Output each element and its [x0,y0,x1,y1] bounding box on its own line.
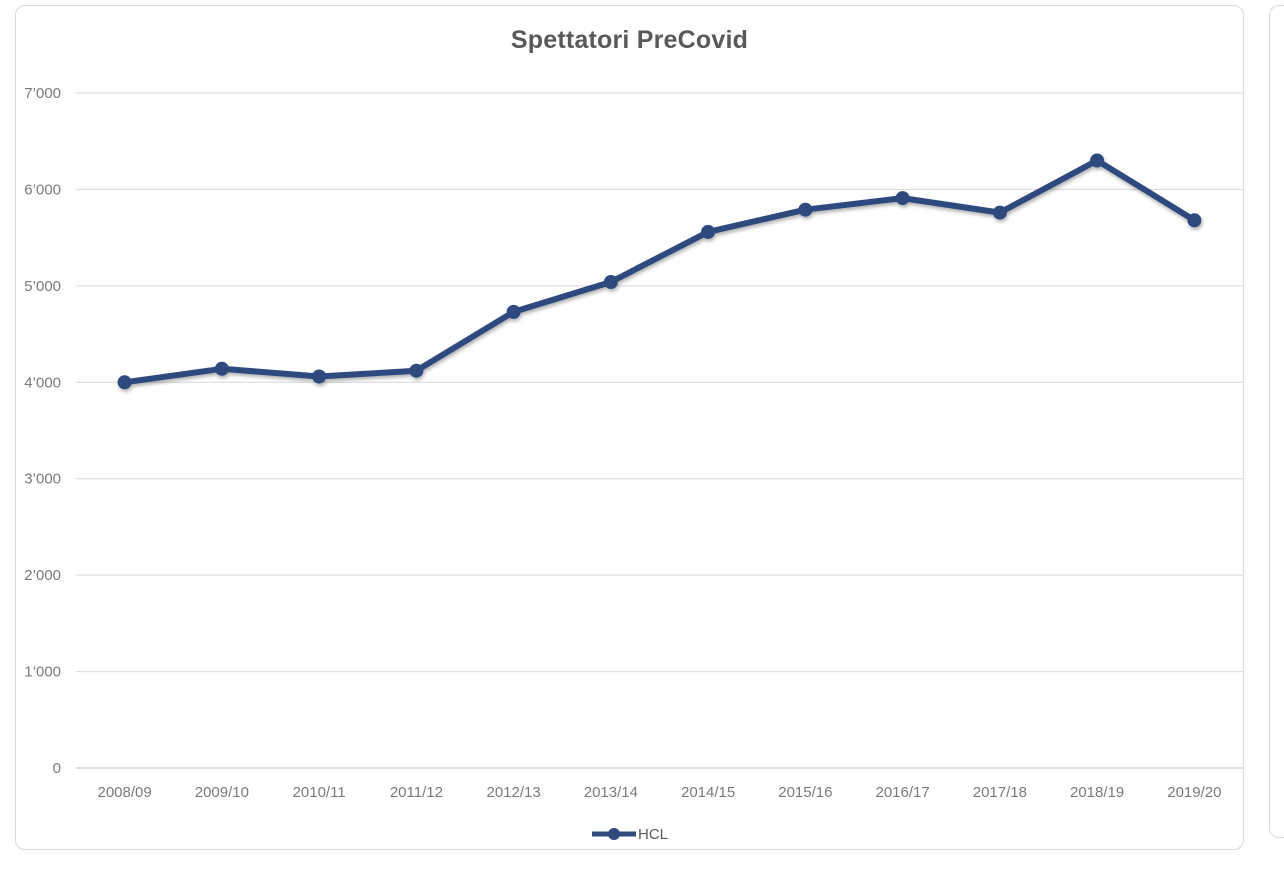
chart-legend: HCL [16,823,1243,845]
x-axis-category-label: 2016/17 [876,784,930,801]
adjacent-chart-card-edge[interactable] [1269,5,1284,838]
x-axis-category-label: 2013/14 [584,784,638,801]
series-group [117,153,1202,390]
y-axis-tick-label: 0 [53,760,61,777]
legend-line-marker-icon [591,828,636,840]
data-point-marker[interactable] [506,304,521,319]
x-axis-category-label: 2014/15 [681,784,735,801]
data-point-marker[interactable] [1090,153,1105,168]
x-axis-category-label: 2019/20 [1167,784,1221,801]
axis-labels-group: 0 1’000 2’000 3’000 4’000 5’000 6’000 7’000 2008… [24,85,1221,801]
data-point-marker[interactable] [701,224,716,239]
x-axis-category-label: 2009/10 [195,784,249,801]
y-axis-tick-label: 4’000 [24,374,61,391]
series-line[interactable] [121,157,1198,386]
data-point-marker[interactable] [1187,213,1202,228]
y-axis-tick-label: 5’000 [24,278,61,295]
x-axis-category-label: 2017/18 [973,784,1027,801]
line-chart-plot: 0 1’000 2’000 3’000 4’000 5’000 6’000 7’000 2008… [24,85,1243,801]
y-axis-tick-label: 7’000 [24,85,61,102]
x-axis-category-label: 2012/13 [487,784,541,801]
x-axis-category-label: 2018/19 [1070,784,1124,801]
x-axis-category-label: 2008/09 [98,784,152,801]
chart-title: Spettatori PreCovid [510,26,749,54]
x-axis-category-label: 2011/12 [390,784,443,801]
data-point-marker[interactable] [409,363,424,378]
y-axis-tick-label: 3’000 [24,471,61,488]
y-axis-tick-label: 1’000 [24,664,61,681]
legend-series-label: HCL [637,825,668,843]
gridlines-group [76,92,1243,769]
data-point-marker[interactable] [214,361,229,376]
x-axis-category-label: 2010/11 [293,784,346,801]
data-point-marker[interactable] [798,202,813,217]
y-axis-tick-label: 2’000 [24,567,61,584]
data-point-marker[interactable] [312,369,327,384]
data-point-marker[interactable] [992,205,1007,220]
chart-card[interactable]: Spettatori PreCovid 0 1’000 2’000 3’000 4’00… [15,5,1244,850]
data-point-marker[interactable] [117,375,132,390]
data-point-marker[interactable] [603,275,618,289]
data-point-marker[interactable] [895,191,910,206]
y-axis-tick-label: 6’000 [24,181,61,198]
x-axis-category-label: 2015/16 [778,784,832,801]
